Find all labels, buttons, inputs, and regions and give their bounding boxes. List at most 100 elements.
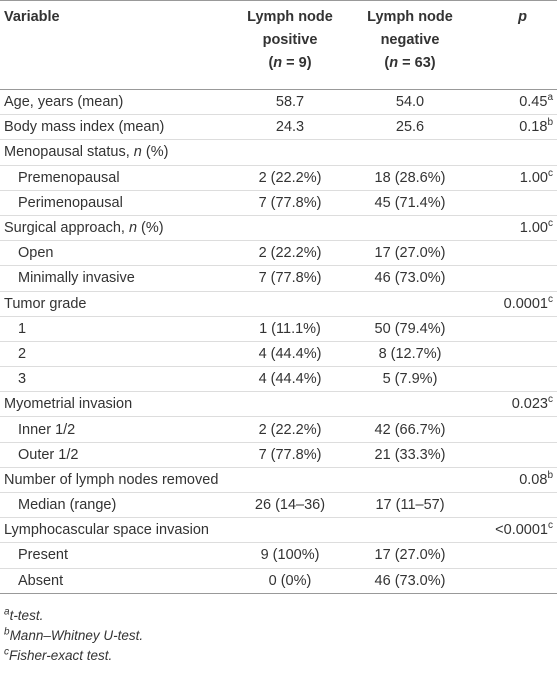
cell-negative bbox=[350, 391, 470, 418]
cell-p: 0.08b bbox=[470, 467, 557, 494]
cell-text: 8 (12.7%) bbox=[378, 345, 442, 362]
cell-p bbox=[470, 265, 557, 292]
footnote-text: Mann–Whitney U-test. bbox=[9, 627, 144, 643]
row-label: Minimally invasive bbox=[0, 265, 230, 292]
p-value: 0.45 bbox=[519, 94, 548, 111]
table-row: Median (range) 26 (14–36) 17 (11–57) bbox=[0, 492, 557, 519]
header-line: positive bbox=[234, 29, 346, 52]
header-cell: Lymph node negative (n = 63) bbox=[350, 0, 470, 90]
text-segment: Body mass index (mean) bbox=[4, 119, 165, 136]
header-cell: p bbox=[470, 0, 557, 90]
text-segment: 1 bbox=[18, 320, 27, 337]
row-label: 3 bbox=[0, 366, 230, 393]
row-label: Surgical approach, n (%) bbox=[0, 215, 230, 242]
cell-negative: 46 (73.0%) bbox=[350, 568, 470, 594]
cell-positive: 9 (100%) bbox=[230, 542, 350, 569]
cell-text: 1 (11.1%) bbox=[259, 320, 321, 337]
cell-p: 0.18b bbox=[470, 114, 557, 141]
cell-p: 1.00c bbox=[470, 165, 557, 191]
footnote-text: t-test. bbox=[9, 607, 44, 623]
cell-positive bbox=[230, 291, 350, 317]
cell-text: 17 (11–57) bbox=[375, 497, 445, 514]
cell-p: <0.0001c bbox=[470, 517, 557, 544]
p-value: 0.18 bbox=[519, 119, 548, 136]
table-row: 2 4 (44.4%) 8 (12.7%) bbox=[0, 341, 557, 368]
cell-text: 0 (0%) bbox=[268, 572, 312, 589]
row-label: Outer 1/2 bbox=[0, 442, 230, 468]
cell-text: 17 (27.0%) bbox=[374, 245, 446, 262]
footnote-text: Fisher-exact test. bbox=[9, 647, 113, 663]
data-table: Variable Lymph node positive (n = 9) Lymph n… bbox=[0, 0, 557, 594]
cell-positive: 4 (44.4%) bbox=[230, 341, 350, 368]
text-segment: Open bbox=[18, 245, 54, 262]
cell-p bbox=[470, 341, 557, 368]
cell-negative: 45 (71.4%) bbox=[350, 190, 470, 216]
header-cell: Variable bbox=[0, 0, 230, 90]
text-segment: Menopausal status, bbox=[4, 144, 134, 161]
text-segment: Variable bbox=[4, 9, 60, 25]
text-segment: Present bbox=[18, 547, 68, 564]
row-label: Age, years (mean) bbox=[0, 89, 230, 116]
cell-positive bbox=[230, 139, 350, 166]
row-label: Open bbox=[0, 240, 230, 267]
cell-text: 7 (77.8%) bbox=[258, 194, 322, 211]
cell-text: 26 (14–36) bbox=[254, 497, 326, 514]
row-label: 1 bbox=[0, 316, 230, 342]
header-line: negative bbox=[354, 29, 466, 52]
cell-text: 24.3 bbox=[275, 119, 305, 136]
text-segment: Surgical approach, bbox=[4, 220, 129, 237]
cell-positive: 0 (0%) bbox=[230, 568, 350, 594]
p-value: 1.00 bbox=[519, 169, 548, 186]
cell-negative: 21 (33.3%) bbox=[350, 442, 470, 468]
cell-positive: 2 (22.2%) bbox=[230, 416, 350, 443]
p-value: 1.00 bbox=[519, 220, 548, 237]
text-segment: Number of lymph nodes removed bbox=[4, 471, 219, 488]
footnote-mark: c bbox=[548, 293, 553, 305]
cell-positive bbox=[230, 517, 350, 544]
cell-negative: 5 (7.9%) bbox=[350, 366, 470, 393]
table-row: Age, years (mean) 58.7 54.0 0.45a bbox=[0, 89, 557, 116]
cell-p bbox=[470, 542, 557, 569]
text-segment: Lymphocascular space invasion bbox=[4, 522, 209, 539]
text-segment: ( bbox=[384, 55, 390, 71]
footnote: at-test. bbox=[4, 606, 557, 626]
cell-text: 42 (66.7%) bbox=[374, 421, 446, 438]
footnote-mark: c bbox=[548, 218, 553, 230]
table-row: Perimenopausal 7 (77.8%) 45 (71.4%) bbox=[0, 190, 557, 216]
cell-positive: 24.3 bbox=[230, 114, 350, 141]
cell-positive: 1 (11.1%) bbox=[230, 316, 350, 342]
header-line: p bbox=[474, 6, 527, 29]
cell-p bbox=[470, 190, 557, 216]
p-value: <0.0001 bbox=[495, 522, 548, 539]
header-line: Lymph node bbox=[234, 6, 346, 29]
p-value: 0.08 bbox=[519, 471, 548, 488]
cell-text: 46 (73.0%) bbox=[374, 572, 446, 589]
row-label: Median (range) bbox=[0, 492, 230, 519]
cell-p bbox=[470, 139, 557, 166]
footnote-mark: b bbox=[547, 117, 553, 129]
text-segment: n bbox=[273, 55, 283, 71]
table-row: Outer 1/2 7 (77.8%) 21 (33.3%) bbox=[0, 442, 557, 468]
p-value: 0.023 bbox=[511, 396, 548, 413]
footnote-mark: c bbox=[548, 394, 553, 406]
cell-text: 46 (73.0%) bbox=[374, 270, 446, 287]
text-segment: Tumor grade bbox=[4, 295, 87, 312]
table-row: Open 2 (22.2%) 17 (27.0%) bbox=[0, 240, 557, 267]
footnote-mark: b bbox=[547, 470, 553, 482]
cell-text: 50 (79.4%) bbox=[374, 320, 446, 337]
cell-positive bbox=[230, 467, 350, 494]
cell-text: 2 (22.2%) bbox=[258, 421, 322, 438]
row-label: Perimenopausal bbox=[0, 190, 230, 216]
text-segment: (%) bbox=[137, 220, 164, 237]
cell-positive: 7 (77.8%) bbox=[230, 190, 350, 216]
cell-p bbox=[470, 442, 557, 468]
row-label: Menopausal status, n (%) bbox=[0, 139, 230, 166]
text-segment: = 63) bbox=[398, 55, 436, 71]
cell-negative: 18 (28.6%) bbox=[350, 165, 470, 191]
text-segment: Minimally invasive bbox=[18, 270, 135, 287]
cell-positive: 7 (77.8%) bbox=[230, 265, 350, 292]
table-header: Variable Lymph node positive (n = 9) Lymph n… bbox=[0, 0, 557, 90]
cell-text: 58.7 bbox=[275, 94, 305, 111]
cell-text: 4 (44.4%) bbox=[258, 371, 322, 388]
cell-positive: 2 (22.2%) bbox=[230, 240, 350, 267]
